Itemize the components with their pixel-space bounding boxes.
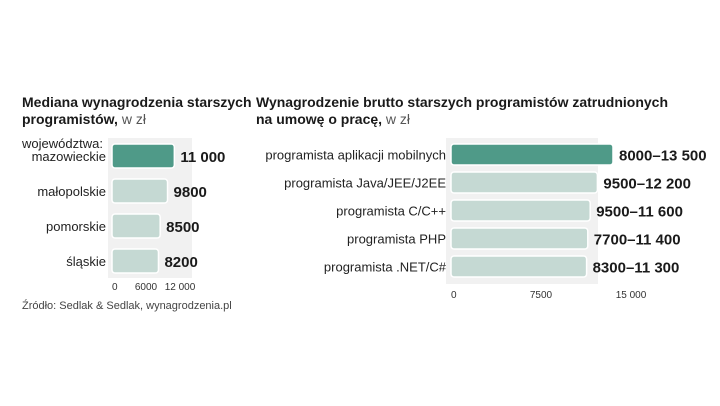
chart2-category-label-1: programista Java/JEE/J2EE (284, 176, 446, 191)
chart2-bar-1 (450, 171, 599, 194)
chart1-value-label-1: 9800 (174, 184, 207, 201)
chart2-title-line1: Wynagrodzenie brutto starszych programis… (256, 94, 669, 110)
chart2-category-label-4: programista .NET/C# (324, 260, 447, 275)
chart2-value-label-1: 9500–12 200 (603, 176, 691, 193)
chart2-tick-label-2: 15 000 (616, 290, 647, 301)
chart1-bar-2 (111, 213, 161, 239)
chart2-category-label-2: programista C/C++ (336, 204, 446, 219)
chart1-bar-3 (111, 248, 160, 274)
chart1-unit: w zł (117, 111, 146, 127)
chart2-category-label-3: programista PHP (347, 232, 446, 247)
chart2-bar-0 (450, 143, 614, 166)
chart1-title: Mediana wynagrodzenia starszych programi… (22, 94, 252, 128)
chart1-value-label-2: 8500 (166, 219, 199, 236)
chart2-bar-4 (450, 255, 588, 278)
chart1-bar-0 (111, 143, 176, 169)
chart2-bar-2 (450, 199, 591, 222)
chart2-bar-3 (450, 227, 589, 250)
chart2-title-line2: na umowę o pracę, (256, 111, 383, 127)
chart2-value-label-2: 9500–11 600 (596, 204, 683, 221)
chart1-category-label-0: mazowieckie (32, 149, 106, 164)
chart2-value-label-3: 7700–11 400 (594, 232, 681, 249)
chart1-value-label-0: 11 000 (180, 149, 225, 166)
chart1-category-label-1: małopolskie (37, 184, 106, 199)
chart1-tick-label-0: 0 (112, 282, 118, 293)
chart2-value-label-0: 8000–13 500 (619, 148, 707, 165)
chart1-category-label-3: śląskie (66, 254, 106, 269)
chart1-subtitle: województwa: (22, 136, 103, 151)
chart1-title-line2: programistów, (22, 111, 118, 127)
chart2-value-label-4: 8300–11 300 (593, 260, 680, 277)
chart2-tick-label-1: 7500 (530, 290, 553, 301)
chart1-tick-label-1: 6000 (135, 282, 158, 293)
chart2-category-label-0: programista aplikacji mobilnych (265, 148, 446, 163)
chart1-category-label-2: pomorskie (46, 219, 106, 234)
source-note: Źródło: Sedlak & Sedlak, wynagrodzenia.p… (22, 300, 232, 312)
chart2-tick-label-0: 0 (451, 290, 457, 301)
chart1-tick-label-2: 12 000 (165, 282, 196, 293)
chart2-title: Wynagrodzenie brutto starszych programis… (256, 94, 668, 128)
chart1-title-line1: Mediana wynagrodzenia starszych (22, 94, 252, 110)
chart1-bar-1 (111, 178, 169, 204)
chart2-unit: w zł (382, 111, 411, 127)
chart1-value-label-3: 8200 (164, 254, 197, 271)
